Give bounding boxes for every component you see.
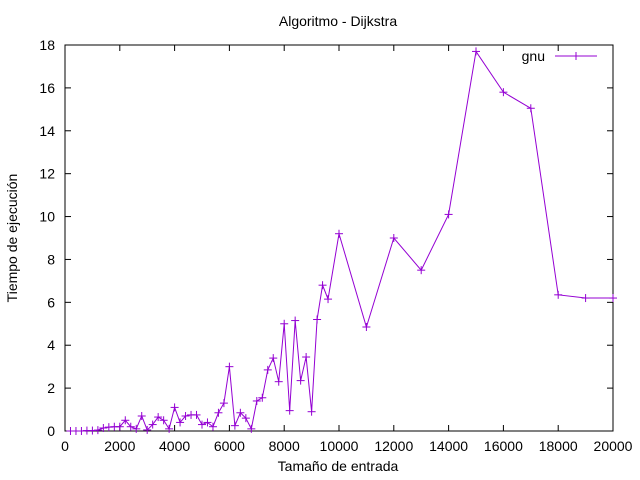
y-tick-label: 18	[39, 37, 55, 53]
data-point	[170, 403, 179, 412]
data-point	[581, 294, 590, 303]
data-point	[181, 411, 190, 420]
data-point	[247, 424, 256, 433]
data-point	[307, 407, 316, 416]
data-point	[318, 281, 327, 290]
x-tick-label: 2000	[104, 438, 135, 454]
x-tick-label: 10000	[320, 438, 359, 454]
data-point	[143, 425, 152, 434]
x-tick-label: 12000	[374, 438, 413, 454]
data-point	[444, 210, 453, 219]
data-point	[148, 420, 157, 429]
data-point	[274, 377, 283, 386]
y-tick-label: 8	[47, 251, 55, 267]
y-axis-title: Tiempo de ejecución	[4, 174, 20, 303]
y-tick-label: 12	[39, 166, 55, 182]
x-tick-label: 8000	[269, 438, 300, 454]
y-tick-label: 0	[47, 423, 55, 439]
data-point	[285, 406, 294, 415]
y-tick-label: 10	[39, 209, 55, 225]
data-point	[165, 424, 174, 433]
y-tick-label: 6	[47, 294, 55, 310]
y-tick-label: 14	[39, 123, 55, 139]
data-point	[93, 426, 102, 435]
data-point	[198, 420, 206, 429]
y-tick-label: 2	[47, 380, 55, 396]
data-point	[609, 294, 617, 303]
data-point	[115, 422, 124, 431]
x-tick-label: 14000	[429, 438, 468, 454]
data-point	[132, 424, 141, 433]
y-ticks: 0 2 4 6 8 10 12 14 16 18	[39, 37, 613, 439]
data-point	[296, 376, 305, 385]
data-point	[263, 365, 272, 374]
data-point	[258, 393, 267, 402]
data-point	[313, 315, 322, 324]
data-point	[389, 234, 398, 242]
data-point	[252, 396, 261, 405]
x-axis-title: Tamaño de entrada	[278, 458, 399, 474]
series-layer	[66, 47, 617, 435]
data-point	[159, 416, 168, 425]
data-point	[302, 353, 311, 362]
data-point	[417, 266, 426, 275]
data-point	[472, 47, 480, 56]
data-point	[126, 422, 135, 431]
x-tick-label: 20000	[594, 438, 633, 454]
chart-title: Algoritmo - Dijkstra	[279, 13, 397, 29]
x-tick-label: 18000	[539, 438, 578, 454]
data-point	[554, 290, 563, 299]
legend-marker	[572, 52, 580, 60]
x-ticks: 0 2000 4000 6000 8000 10000 12000 14000 16000 180…	[61, 45, 633, 454]
data-point	[219, 399, 228, 408]
plot-frame	[64, 44, 614, 432]
x-tick-label: 4000	[159, 438, 190, 454]
legend: gnu	[522, 48, 597, 64]
data-point	[241, 414, 250, 423]
data-point	[280, 319, 289, 328]
data-point	[99, 423, 108, 432]
data-point	[154, 413, 163, 422]
data-point	[225, 362, 234, 371]
data-point	[176, 418, 185, 427]
data-point	[192, 410, 201, 419]
data-point	[121, 416, 130, 425]
y-tick-label: 16	[39, 80, 55, 96]
x-tick-label: 6000	[214, 438, 245, 454]
data-point	[236, 408, 245, 417]
data-point	[230, 421, 239, 430]
data-point	[208, 422, 217, 431]
x-tick-label: 0	[61, 438, 69, 454]
data-point	[324, 295, 333, 304]
data-point	[362, 322, 371, 331]
legend-label: gnu	[522, 48, 545, 64]
data-point	[214, 408, 223, 417]
data-point	[526, 104, 535, 113]
data-point	[269, 354, 278, 363]
data-point	[291, 316, 300, 325]
x-tick-label: 16000	[484, 438, 523, 454]
data-point	[203, 418, 212, 427]
data-point	[335, 229, 343, 238]
y-tick-label: 4	[47, 337, 55, 353]
data-point	[499, 88, 508, 97]
legend-marker-plus	[572, 52, 580, 60]
data-point	[137, 411, 146, 420]
